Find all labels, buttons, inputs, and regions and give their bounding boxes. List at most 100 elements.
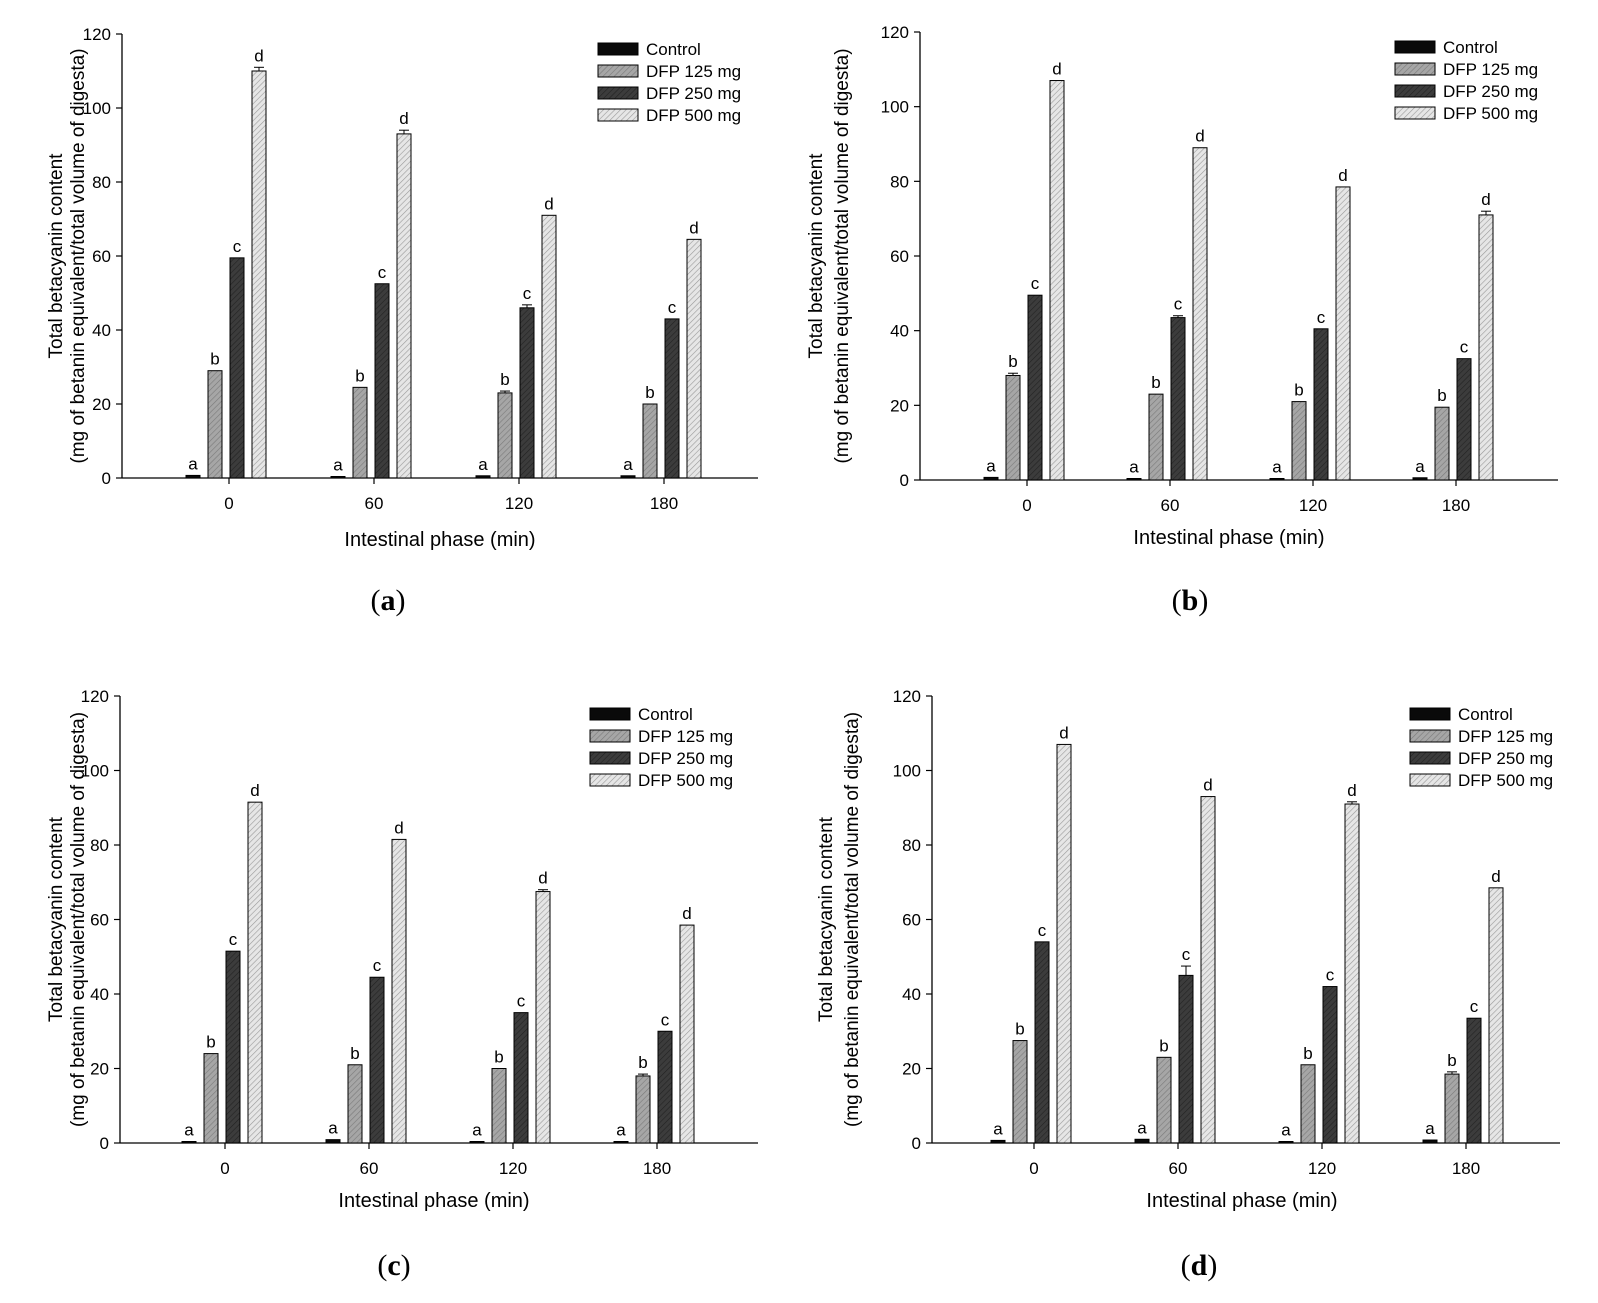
significance-letter: c bbox=[523, 284, 532, 303]
y-tick-label: 40 bbox=[92, 321, 111, 340]
significance-letter: b bbox=[1447, 1051, 1456, 1070]
bar bbox=[1434, 406, 1450, 481]
x-tick-label: 120 bbox=[1308, 1159, 1336, 1178]
legend-label: DFP 500 mg bbox=[638, 771, 733, 790]
y-tick-label: 80 bbox=[902, 836, 921, 855]
significance-letter: d bbox=[1052, 60, 1061, 79]
legend-swatch bbox=[1409, 773, 1451, 787]
significance-letter: a bbox=[188, 454, 198, 473]
significance-letter: c bbox=[233, 237, 242, 256]
legend-label: Control bbox=[638, 705, 693, 724]
panel-label-letter: d bbox=[1191, 1249, 1208, 1282]
legend-swatch bbox=[597, 42, 639, 56]
bar bbox=[251, 70, 267, 479]
significance-letter: c bbox=[1174, 295, 1183, 314]
panel-label-close: ) bbox=[1207, 1249, 1217, 1282]
legend-swatch bbox=[1409, 729, 1451, 743]
x-tick-label: 180 bbox=[643, 1159, 671, 1178]
bar bbox=[247, 801, 263, 1144]
bar bbox=[497, 392, 513, 479]
panel-label-open: ( bbox=[1181, 1249, 1191, 1282]
significance-letter: a bbox=[1129, 458, 1139, 477]
panel-label-close: ) bbox=[401, 1249, 411, 1282]
bar bbox=[1005, 374, 1021, 481]
significance-letter: d bbox=[254, 46, 263, 65]
panel-label-letter: c bbox=[387, 1249, 400, 1282]
significance-letter: d bbox=[394, 818, 403, 837]
bar bbox=[1335, 186, 1351, 481]
significance-letter: b bbox=[500, 370, 509, 389]
bar bbox=[1012, 1040, 1028, 1144]
significance-letter: c bbox=[1038, 921, 1047, 940]
bar bbox=[374, 283, 390, 479]
x-tick-label: 120 bbox=[499, 1159, 527, 1178]
bar bbox=[1322, 986, 1338, 1144]
significance-letter: c bbox=[1031, 274, 1040, 293]
y-tick-label: 100 bbox=[893, 762, 921, 781]
x-axis-title: Intestinal phase (min) bbox=[344, 529, 535, 551]
significance-letter: b bbox=[1294, 381, 1303, 400]
legend-swatch bbox=[597, 86, 639, 100]
bar bbox=[1300, 1064, 1316, 1144]
significance-letter: d bbox=[1481, 190, 1490, 209]
significance-letter: d bbox=[1195, 127, 1204, 146]
significance-letter: a bbox=[986, 456, 996, 475]
y-axis-subtitle: (mg of betanin equivalent/total volume o… bbox=[68, 712, 89, 1127]
legend-label: DFP 500 mg bbox=[646, 106, 741, 125]
legend-label: DFP 125 mg bbox=[1458, 727, 1553, 746]
bar bbox=[1422, 1139, 1438, 1144]
significance-letter: c bbox=[1326, 966, 1335, 985]
bar bbox=[347, 1064, 363, 1144]
y-axis-title: Total betacyanin content bbox=[806, 153, 827, 359]
significance-letter: d bbox=[1491, 867, 1500, 886]
x-axis-title: Intestinal phase (min) bbox=[1146, 1190, 1337, 1212]
bar bbox=[635, 1075, 651, 1144]
y-tick-label: 120 bbox=[81, 687, 109, 706]
x-tick-label: 180 bbox=[1452, 1159, 1480, 1178]
y-axis-subtitle: (mg of betanin equivalent/total volume o… bbox=[832, 48, 853, 463]
y-tick-label: 0 bbox=[900, 471, 909, 490]
significance-letter: d bbox=[538, 869, 547, 888]
significance-letter: d bbox=[1059, 723, 1068, 742]
significance-letter: a bbox=[1272, 458, 1282, 477]
legend-swatch bbox=[1409, 707, 1451, 721]
bar bbox=[1344, 803, 1360, 1144]
y-tick-label: 100 bbox=[83, 99, 111, 118]
significance-letter: a bbox=[184, 1121, 194, 1140]
y-tick-label: 80 bbox=[90, 836, 109, 855]
bar bbox=[325, 1139, 341, 1144]
x-tick-label: 60 bbox=[365, 494, 384, 513]
bar bbox=[1170, 317, 1186, 481]
significance-letter: a bbox=[616, 1121, 626, 1140]
significance-letter: d bbox=[689, 218, 698, 237]
bar bbox=[391, 838, 407, 1144]
significance-letter: b bbox=[638, 1053, 647, 1072]
significance-letter: c bbox=[1317, 308, 1326, 327]
legend-swatch bbox=[1394, 106, 1436, 120]
bar bbox=[535, 891, 551, 1144]
panel-label-open: ( bbox=[1172, 584, 1182, 617]
y-tick-label: 100 bbox=[81, 762, 109, 781]
bar bbox=[1148, 393, 1164, 481]
y-tick-label: 60 bbox=[902, 911, 921, 930]
significance-letter: d bbox=[1347, 781, 1356, 800]
significance-letter: a bbox=[1415, 457, 1425, 476]
y-tick-label: 60 bbox=[92, 247, 111, 266]
significance-letter: b bbox=[1008, 352, 1017, 371]
significance-letter: a bbox=[328, 1119, 338, 1138]
bar bbox=[686, 238, 702, 479]
panel-label-open: ( bbox=[377, 1249, 387, 1282]
bar bbox=[1456, 358, 1472, 481]
panel-label-letter: b bbox=[1182, 584, 1199, 617]
bar bbox=[1478, 214, 1494, 481]
significance-letter: b bbox=[1015, 1020, 1024, 1039]
bar bbox=[1313, 328, 1329, 481]
significance-letter: c bbox=[661, 1010, 670, 1029]
y-tick-label: 60 bbox=[890, 247, 909, 266]
panel-label: (c) bbox=[377, 1249, 410, 1282]
x-tick-label: 0 bbox=[220, 1159, 229, 1178]
y-tick-label: 120 bbox=[83, 25, 111, 44]
bar bbox=[1156, 1056, 1172, 1144]
bar bbox=[1049, 80, 1065, 481]
x-tick-label: 0 bbox=[1029, 1159, 1038, 1178]
